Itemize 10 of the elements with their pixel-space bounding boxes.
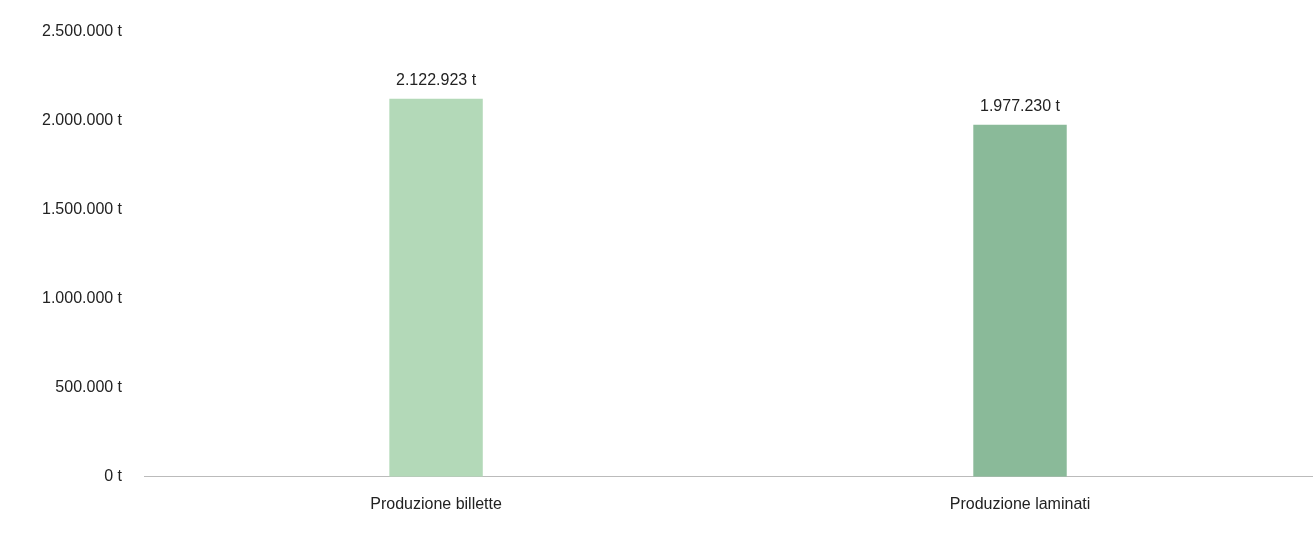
x-tick-label: Produzione laminati [949,494,1091,512]
y-tick-label: 2.000.000 t [41,111,123,129]
data-label: 1.977.230 t [979,97,1061,115]
y-tick-label: 2.500.000 t [41,22,123,40]
y-tick-label: 1.000.000 t [41,289,123,307]
x-tick-label: Produzione billette [370,494,502,512]
y-tick-label: 1.500.000 t [41,200,123,218]
y-tick-label: 500.000 t [55,378,123,396]
y-tick-label: 0 t [104,467,123,485]
data-label: 2.122.923 t [396,71,477,89]
